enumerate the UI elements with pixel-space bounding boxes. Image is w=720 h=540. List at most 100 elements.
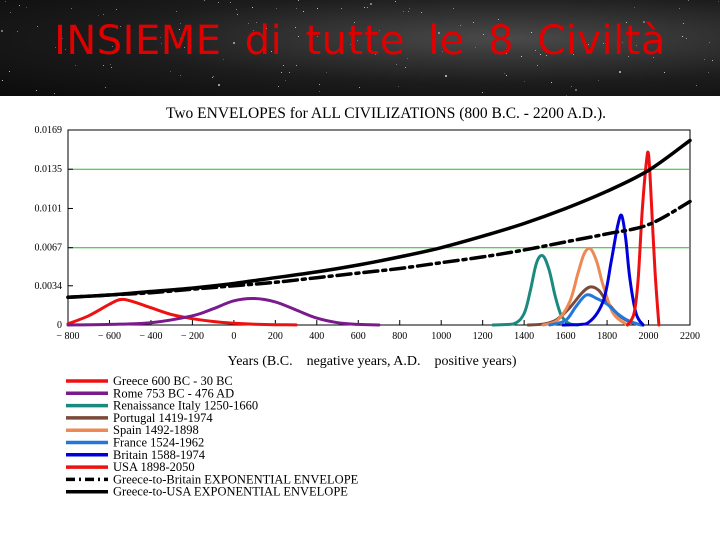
star-dot (180, 23, 181, 24)
star-dot (256, 22, 257, 23)
star-dot (176, 11, 177, 12)
star-dot (341, 8, 342, 9)
star-dot (161, 43, 162, 44)
grid-lines (68, 168, 690, 249)
series-line (491, 254, 580, 327)
legend-label: Britain 1588-1974 (113, 448, 206, 462)
star-dot (682, 36, 683, 37)
star-dot (113, 53, 114, 54)
star-dot (283, 65, 284, 66)
series-line (548, 293, 643, 327)
star-dot (266, 28, 267, 29)
star-dot (36, 90, 37, 91)
star-dot (588, 44, 589, 45)
star-dot (442, 51, 443, 52)
star-dot (184, 47, 185, 48)
star-dot (271, 51, 272, 52)
star-dot (357, 40, 358, 41)
star-dot (634, 7, 635, 8)
x-tick-label: 200 (268, 331, 283, 342)
star-dot (65, 49, 66, 50)
star-dot (213, 76, 214, 77)
legend-label: USA 1898-2050 (113, 460, 195, 474)
star-dot (575, 89, 577, 91)
star-dot (223, 59, 224, 60)
y-tick-label: 0.0169 (35, 125, 63, 136)
star-dot (253, 30, 254, 31)
star-dot (350, 44, 351, 45)
star-dot (573, 54, 574, 55)
series-lines (66, 138, 692, 327)
star-dot (664, 72, 665, 73)
y-tick-label: 0.0034 (35, 281, 63, 292)
slide-header: INSIEME di tutte le 8 Civiltà (0, 0, 720, 96)
x-tick-label: 1000 (431, 331, 451, 342)
star-dot (289, 72, 290, 73)
star-dot (98, 15, 99, 16)
star-dot (128, 33, 129, 34)
star-dot (230, 2, 231, 3)
x-tick-label: 1400 (514, 331, 534, 342)
star-dot (265, 44, 266, 45)
legend-label: Greece 600 BC - 30 BC (113, 374, 233, 388)
series-line (625, 150, 661, 327)
star-dot (19, 5, 20, 6)
star-dot (281, 72, 282, 73)
star-dot (54, 93, 55, 94)
series-line (66, 297, 298, 327)
star-dot (319, 91, 320, 92)
star-dot (103, 65, 104, 66)
star-dot (396, 64, 397, 65)
star-dot (75, 65, 76, 66)
star-dot (212, 77, 213, 78)
star-dot (317, 36, 318, 37)
star-dot (482, 92, 483, 93)
star-dot (571, 86, 572, 87)
star-dot (218, 84, 220, 86)
star-dot (408, 11, 409, 12)
series-line (66, 296, 381, 327)
star-dot (110, 64, 111, 65)
star-dot (619, 71, 621, 73)
star-dot (180, 38, 181, 39)
y-tick-label: 0.0067 (35, 243, 63, 254)
star-dot (105, 87, 106, 88)
star-dot (375, 54, 376, 55)
star-dot (296, 65, 297, 66)
x-axis-label: Years (B.C. negative years, A.D. positiv… (227, 354, 516, 369)
star-dot (71, 8, 72, 9)
x-tick-label: 1200 (473, 331, 493, 342)
x-tick-label: 1600 (556, 331, 576, 342)
star-dot (686, 38, 687, 39)
star-dot (540, 54, 541, 55)
plot-border (67, 129, 691, 326)
star-dot (5, 1, 6, 2)
star-dot (370, 3, 372, 5)
star-dot (379, 30, 380, 31)
star-dot (546, 55, 547, 56)
x-tick-label: 0 (231, 331, 236, 342)
star-dot (679, 8, 680, 9)
legend-label: Spain 1492-1898 (113, 423, 199, 437)
star-dot (403, 11, 404, 12)
star-dot (709, 42, 710, 43)
star-dot (317, 8, 318, 9)
star-dot (626, 22, 627, 23)
x-tick-label: 1800 (597, 331, 617, 342)
star-dot (278, 86, 279, 87)
star-dot (285, 80, 286, 81)
star-dot (367, 7, 368, 8)
star-dot (643, 21, 645, 23)
star-dot (62, 38, 63, 39)
star-dot (696, 85, 697, 86)
series-line (561, 213, 645, 327)
star-dot (359, 87, 360, 88)
star-dot (218, 2, 219, 3)
star-dot (483, 34, 484, 35)
star-dot (603, 43, 604, 44)
star-dot (112, 46, 113, 47)
star-dot (524, 81, 525, 82)
star-dot (326, 72, 327, 73)
star-dot (407, 58, 408, 59)
